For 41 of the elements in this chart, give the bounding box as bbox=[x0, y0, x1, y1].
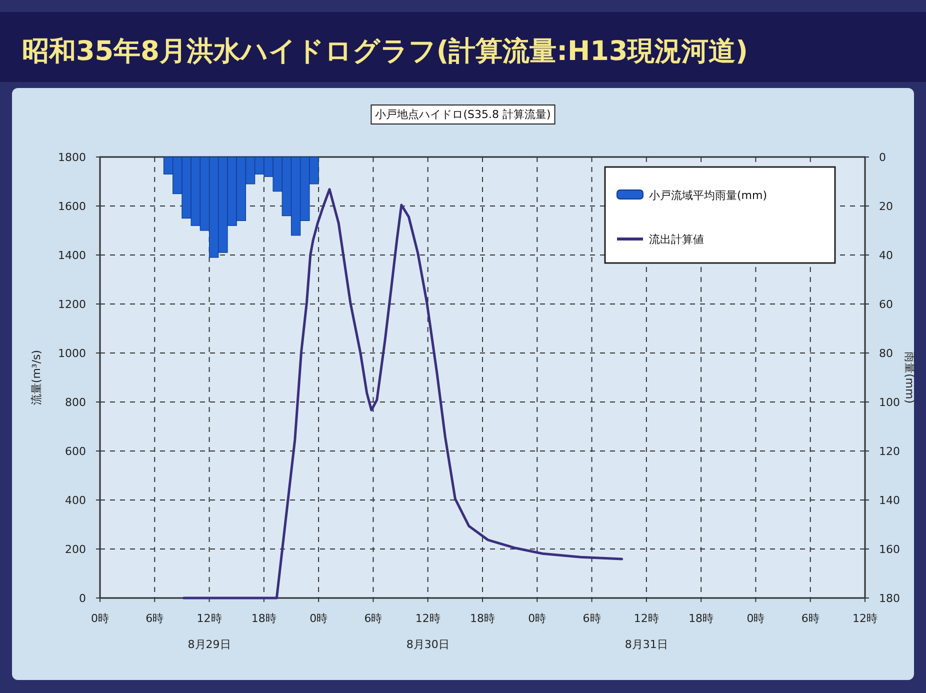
x-tick-label: 6時 bbox=[801, 612, 820, 625]
x-tick-label: 12時 8月31日 bbox=[624, 612, 668, 651]
y2-tick-label: 120 bbox=[879, 445, 900, 458]
chart-subtitle: 小戸地点ハイドロ(S35.8 計算流量) bbox=[375, 108, 551, 121]
x-tick-label: 18時 bbox=[470, 612, 495, 625]
x-tick-label: 12時 8月30日 bbox=[406, 612, 450, 651]
y-tick-label: 0 bbox=[79, 592, 86, 605]
y2-tick-label: 20 bbox=[879, 200, 893, 213]
x-tick-label: 0時 bbox=[91, 612, 109, 625]
y-tick-label: 800 bbox=[65, 396, 86, 409]
x-tick-label: 0時 bbox=[528, 612, 546, 625]
y-axis-title: 流量(m³/s) bbox=[30, 350, 43, 406]
x-tick-label: 18時 bbox=[688, 612, 714, 625]
y-tick-label: 400 bbox=[65, 494, 86, 507]
y2-tick-label: 80 bbox=[879, 347, 893, 360]
x-tick-label: 12時 bbox=[852, 612, 878, 625]
y2-tick-label: 180 bbox=[879, 592, 900, 605]
y-tick-label: 1000 bbox=[58, 347, 86, 360]
y2-axis-title: 雨量(mm) bbox=[903, 351, 916, 404]
y2-tick-label: 40 bbox=[879, 249, 893, 262]
y-tick-label: 1200 bbox=[58, 298, 86, 311]
x-tick-label: 0時 bbox=[746, 612, 765, 625]
y2-tick-label: 100 bbox=[879, 396, 900, 409]
y2-tick-label: 0 bbox=[879, 151, 886, 164]
chart-title: 昭和35年8月洪水ハイドログラフ(計算流量:H13現況河道) bbox=[22, 36, 748, 67]
legend-label: 流出計算値 bbox=[649, 233, 704, 246]
y2-tick-label: 140 bbox=[879, 494, 900, 507]
y-tick-label: 600 bbox=[65, 445, 86, 458]
y-tick-label: 1600 bbox=[58, 200, 86, 213]
x-tick-label: 6時 bbox=[582, 612, 601, 625]
y-tick-label: 200 bbox=[65, 543, 86, 556]
y-tick-label: 1400 bbox=[58, 249, 86, 262]
x-tick-label: 12時 8月29日 bbox=[188, 612, 231, 651]
x-tick-label: 0時 bbox=[310, 612, 328, 625]
x-tick-label: 6時 bbox=[364, 612, 382, 625]
legend-label: 小戸流域平均雨量(mm) bbox=[649, 189, 768, 202]
y2-tick-label: 60 bbox=[879, 298, 893, 311]
y2-tick-label: 160 bbox=[879, 543, 900, 556]
y-tick-label: 1800 bbox=[58, 151, 86, 164]
x-tick-label: 6時 bbox=[146, 612, 164, 625]
x-tick-label: 18時 bbox=[251, 612, 276, 625]
